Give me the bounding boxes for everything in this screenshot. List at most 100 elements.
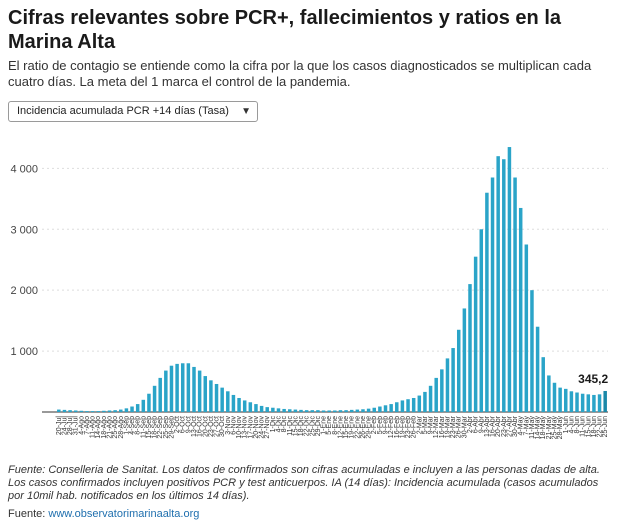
bar[interactable] <box>259 405 264 412</box>
bar[interactable] <box>90 411 95 412</box>
bar[interactable] <box>96 411 100 412</box>
bar[interactable] <box>569 391 574 412</box>
bar[interactable] <box>85 411 89 412</box>
bar[interactable] <box>423 391 427 412</box>
bar[interactable] <box>541 357 545 412</box>
bar[interactable] <box>372 407 376 412</box>
bar[interactable] <box>254 404 258 412</box>
bar[interactable] <box>316 410 320 412</box>
bar[interactable] <box>597 394 602 412</box>
bar[interactable] <box>209 380 213 412</box>
bar[interactable] <box>395 402 399 412</box>
bar[interactable] <box>564 388 568 412</box>
bar[interactable] <box>462 308 467 412</box>
bar[interactable] <box>310 410 315 412</box>
bar[interactable] <box>231 394 236 412</box>
bar[interactable] <box>192 366 196 412</box>
bar[interactable] <box>113 410 117 412</box>
bar[interactable] <box>406 399 410 412</box>
bar[interactable] <box>383 405 388 412</box>
bar[interactable] <box>141 399 146 412</box>
bar[interactable] <box>456 329 461 412</box>
bar[interactable] <box>338 410 343 412</box>
bar[interactable] <box>411 397 416 412</box>
bar[interactable] <box>293 409 298 412</box>
bar[interactable] <box>349 409 354 412</box>
bar[interactable] <box>389 404 393 412</box>
bar[interactable] <box>73 410 78 412</box>
bar[interactable] <box>248 402 253 412</box>
bar[interactable] <box>479 229 484 412</box>
bar[interactable] <box>575 392 579 412</box>
bar[interactable] <box>220 387 224 412</box>
bar[interactable] <box>445 358 450 412</box>
bar[interactable] <box>378 406 382 412</box>
bar[interactable] <box>135 404 140 412</box>
bar[interactable] <box>180 363 185 412</box>
bar[interactable] <box>237 397 241 412</box>
bar[interactable] <box>158 377 162 412</box>
bar[interactable] <box>473 256 478 412</box>
bar[interactable] <box>169 365 174 412</box>
bar[interactable] <box>271 407 275 412</box>
bar[interactable] <box>400 400 405 412</box>
bar[interactable] <box>107 410 112 412</box>
bar[interactable] <box>282 408 286 412</box>
bar[interactable] <box>197 370 202 412</box>
bar[interactable] <box>603 390 607 412</box>
bar[interactable] <box>485 192 489 412</box>
bar[interactable] <box>592 394 596 412</box>
bar[interactable] <box>496 156 500 412</box>
bar[interactable] <box>434 377 438 412</box>
bar[interactable] <box>321 410 326 412</box>
bar[interactable] <box>417 395 422 412</box>
bar[interactable] <box>276 408 281 412</box>
bar[interactable] <box>62 409 67 412</box>
bar[interactable] <box>355 409 360 412</box>
metric-dropdown[interactable]: Incidencia acumulada PCR +14 días (Tasa)… <box>8 101 258 122</box>
bar[interactable] <box>580 393 585 412</box>
bar[interactable] <box>288 409 292 412</box>
bar[interactable] <box>507 147 512 412</box>
bar[interactable] <box>130 406 134 412</box>
bar[interactable] <box>299 409 303 412</box>
bar[interactable] <box>242 400 247 412</box>
bar[interactable] <box>327 410 331 412</box>
bar[interactable] <box>558 387 562 412</box>
bar[interactable] <box>203 376 208 412</box>
bar[interactable] <box>344 410 348 412</box>
bar[interactable] <box>524 244 529 413</box>
bar[interactable] <box>513 177 517 413</box>
bar[interactable] <box>164 370 168 412</box>
bar[interactable] <box>552 382 557 412</box>
bar[interactable] <box>361 409 365 412</box>
bar[interactable] <box>119 409 123 412</box>
bar[interactable] <box>502 159 506 412</box>
bar[interactable] <box>147 393 151 412</box>
bar[interactable] <box>530 290 534 412</box>
source-web-link[interactable]: www.observatorimarinaalta.org <box>48 508 200 520</box>
bar[interactable] <box>124 408 129 412</box>
bar[interactable] <box>451 348 455 412</box>
bar[interactable] <box>366 408 371 412</box>
bar[interactable] <box>547 375 551 412</box>
bar[interactable] <box>79 410 84 412</box>
bar[interactable] <box>214 383 219 412</box>
bar[interactable] <box>226 391 230 412</box>
bar[interactable] <box>304 410 309 412</box>
bar[interactable] <box>265 407 269 412</box>
bar[interactable] <box>468 284 472 412</box>
bar[interactable] <box>186 363 191 412</box>
bar[interactable] <box>57 409 61 412</box>
bar[interactable] <box>490 177 495 413</box>
bar[interactable] <box>440 369 444 412</box>
bar[interactable] <box>586 394 591 412</box>
bar[interactable] <box>152 385 157 412</box>
bar[interactable] <box>175 363 179 412</box>
bar[interactable] <box>68 410 72 412</box>
bar[interactable] <box>518 207 523 412</box>
bar[interactable] <box>535 326 540 412</box>
bar[interactable] <box>428 385 433 412</box>
bar[interactable] <box>333 410 337 412</box>
bar[interactable] <box>102 410 106 412</box>
